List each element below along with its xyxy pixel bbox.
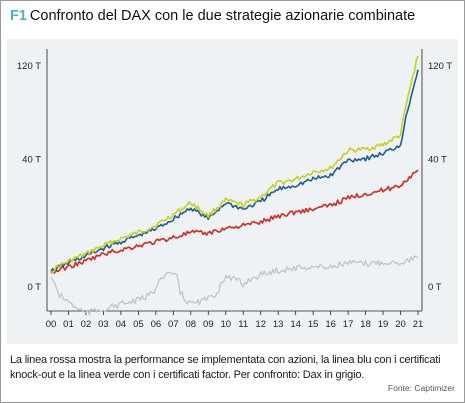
figure-tag: F1 <box>10 8 27 24</box>
x-tick-label: 14 <box>290 319 301 330</box>
figure-title: Confronto del DAX con le due strategie a… <box>29 8 416 24</box>
plot-panel: 120 T 120 T 40 T 40 T 0 T 0 T 00 01 02 03 04 05 06 07… <box>7 39 458 344</box>
x-tick-label: 03 <box>98 319 109 330</box>
series-line-red <box>50 169 419 274</box>
line-chart: 120 T 120 T 40 T 40 T 0 T 0 T 00 01 02 03 04 05 06 07… <box>17 49 452 330</box>
y-tick-label-right: 40 T <box>428 154 447 165</box>
series-line-green <box>50 55 419 273</box>
x-tick-label: 12 <box>255 319 266 330</box>
x-tick-label: 21 <box>413 319 424 330</box>
x-tick-label: 17 <box>343 319 354 330</box>
series-line-gray <box>50 255 419 316</box>
chart-source: Fonte: Captimizer <box>387 383 455 393</box>
x-tick-label: 04 <box>116 319 127 330</box>
chart-caption: La linea rossa mostra la performance se … <box>10 354 441 381</box>
x-tick-label: 05 <box>133 319 144 330</box>
x-tick-label: 08 <box>186 319 197 330</box>
x-tick-label: 18 <box>360 319 371 330</box>
x-tick-label: 07 <box>168 319 179 330</box>
y-tick-label-right: 0 T <box>428 282 442 293</box>
y-tick-label-left: 40 T <box>22 154 41 165</box>
chart-title: F1 Confronto del DAX con le due strategie… <box>10 8 415 24</box>
x-tick-label: 09 <box>203 319 214 330</box>
x-tick-label: 13 <box>273 319 284 330</box>
x-tick-label: 16 <box>325 319 336 330</box>
y-tick-label-right: 120 T <box>428 61 452 72</box>
x-tick-label: 20 <box>395 319 406 330</box>
y-tick-label-left: 120 T <box>17 61 41 72</box>
x-tick-label: 06 <box>151 319 162 330</box>
x-tick-label: 10 <box>220 319 231 330</box>
y-tick-label-left: 0 T <box>27 282 41 293</box>
x-tick-label: 19 <box>378 319 389 330</box>
x-tick-label: 01 <box>63 319 74 330</box>
x-tick-label: 00 <box>46 319 57 330</box>
x-tick-label: 15 <box>308 319 319 330</box>
series-line-blue <box>50 69 419 273</box>
x-tick-label: 02 <box>81 319 92 330</box>
x-tick-label: 11 <box>238 319 248 330</box>
